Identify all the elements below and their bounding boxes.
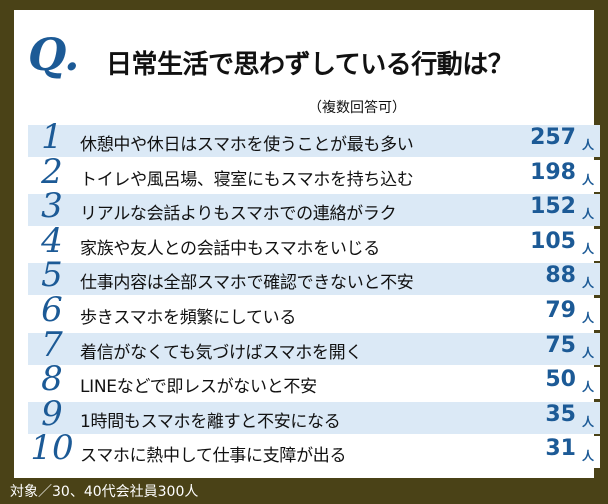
count-unit: 人 [581, 172, 594, 187]
rank-number: 9 [41, 393, 63, 434]
ranking-row: 8 LINEなどで即レスがないと不安 50 人 [28, 362, 600, 401]
behavior-label: 1時間もスマホを離すと不安になる [80, 411, 341, 432]
ranking-row: 4 家族や友人との会話中もスマホをいじる 105 人 [28, 224, 600, 263]
behavior-label: 着信がなくても気づけばスマホを開く [80, 342, 363, 363]
ranking-row: 3 リアルな会話よりもスマホでの連絡がラク 152 人 [28, 189, 600, 228]
rank-number: 3 [41, 186, 63, 227]
rank-number: 7 [41, 324, 63, 365]
ranking-list: 1 休憩中や休日はスマホを使うことが最も多い 257 人 2 トイレや風呂場、寝室にもスマ… [28, 120, 600, 470]
behavior-label: トイレや風呂場、寝室にもスマホを持ち込む [80, 169, 414, 190]
behavior-label: スマホに熱中して仕事に支障が出る [80, 446, 347, 467]
page-title: 日常生活で思わずしている行動は？ [106, 50, 514, 80]
ranking-row: 9 1時間もスマホを離すと不安になる 35 人 [28, 397, 600, 436]
behavior-label: LINEなどで即レスがないと不安 [80, 377, 317, 398]
count-unit: 人 [581, 345, 594, 360]
rank-number: 8 [41, 359, 63, 400]
rank-number: 6 [41, 289, 63, 330]
count-value: 88 [545, 263, 576, 289]
ranking-row-bg [28, 125, 600, 157]
multiple-answer-note: （複数回答可） [308, 100, 406, 116]
behavior-label: 休憩中や休日はスマホを使うことが最も多い [80, 135, 414, 155]
ranking-row: 1 休憩中や休日はスマホを使うことが最も多い 257 人 [28, 120, 600, 159]
count-value: 257 [530, 125, 576, 150]
count-unit: 人 [581, 310, 594, 325]
count-value: 50 [545, 367, 576, 393]
count-value: 152 [530, 194, 576, 220]
behavior-label: 仕事内容は全部スマホで確認できないと不安 [80, 273, 414, 294]
rank-number: 1 [41, 117, 63, 157]
rank-number: 2 [41, 151, 63, 192]
count-unit: 人 [581, 241, 594, 256]
ranking-row-bg [28, 367, 600, 400]
count-value: 105 [530, 228, 576, 254]
ranking-row-bg [28, 297, 600, 330]
count-unit: 人 [581, 207, 594, 222]
ranking-row-bg [28, 228, 600, 261]
count-unit: 人 [581, 380, 594, 395]
ranking-row-bg [28, 194, 600, 227]
ranking-row-bg [28, 332, 600, 365]
count-unit: 人 [581, 138, 594, 152]
rank-number: 4 [41, 220, 63, 261]
count-unit: 人 [581, 276, 594, 291]
q-mark: Q. [28, 30, 80, 81]
rank-number: 10 [30, 428, 74, 469]
behavior-label: 家族や友人との会話中もスマホをいじる [80, 238, 380, 259]
ranking-row: 7 着信がなくても気づけばスマホを開く 75 人 [28, 328, 600, 367]
count-value: 79 [545, 297, 576, 323]
ranking-row-bg [28, 401, 600, 434]
behavior-label: 歩きスマホを頻繁にしている [80, 307, 297, 328]
ranking-row-bg [28, 159, 600, 192]
count-unit: 人 [581, 449, 594, 464]
survey-target-footer: 対象／30、40代会社員300人 [10, 484, 199, 500]
survey-panel: Q. 日常生活で思わずしている行動は？ （複数回答可） 1 休憩中や休日はスマホを… [14, 10, 600, 478]
behavior-label: リアルな会話よりもスマホでの連絡がラク [80, 204, 397, 225]
count-value: 35 [545, 401, 576, 427]
rank-number: 5 [41, 255, 63, 296]
ranking-row: 2 トイレや風呂場、寝室にもスマホを持ち込む 198 人 [28, 155, 600, 194]
count-value: 75 [545, 332, 576, 358]
ranking-row-bg [28, 436, 600, 469]
count-value: 31 [545, 436, 576, 462]
ranking-row: 10 スマホに熱中して仕事に支障が出る 31 人 [28, 431, 600, 470]
count-unit: 人 [581, 414, 594, 429]
count-value: 198 [530, 159, 576, 185]
ranking-row: 6 歩きスマホを頻繁にしている 79 人 [28, 293, 600, 332]
ranking-row-bg [28, 263, 600, 296]
ranking-row: 5 仕事内容は全部スマホで確認できないと不安 88 人 [28, 258, 600, 297]
